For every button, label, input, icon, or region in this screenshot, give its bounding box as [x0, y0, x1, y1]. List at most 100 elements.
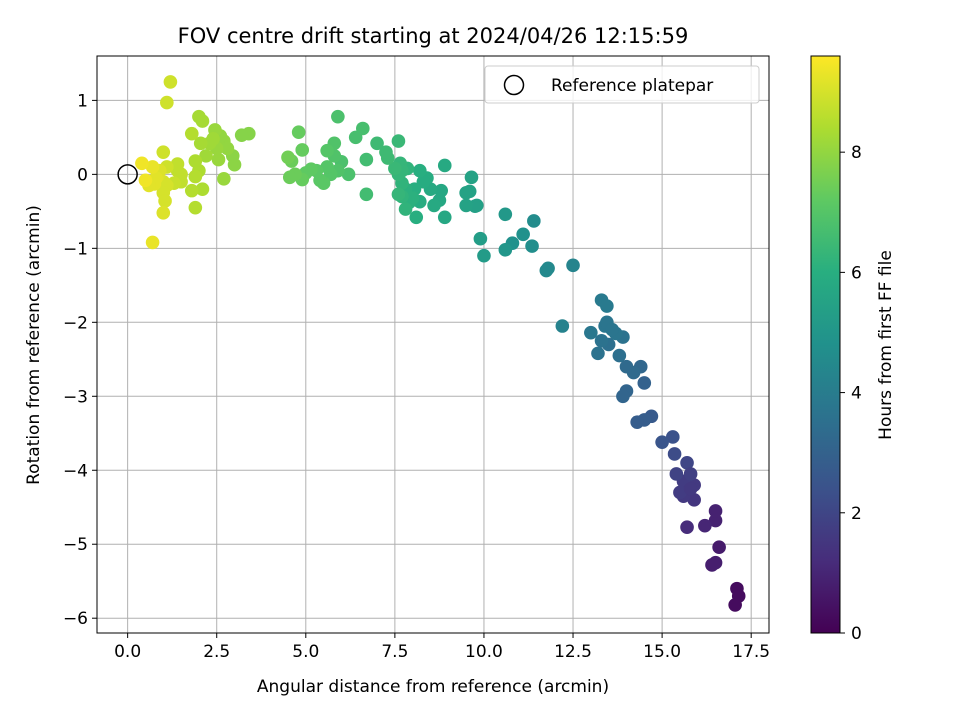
data-point [192, 109, 206, 124]
data-point [295, 143, 310, 157]
y-tick-label: −2 [63, 313, 88, 333]
data-point [619, 359, 634, 374]
reference-platepar-marker [117, 164, 138, 185]
data-point [708, 513, 723, 528]
legend-box [484, 65, 760, 104]
data-point [437, 158, 452, 173]
data-point [391, 187, 406, 202]
x-tick-label: 15.0 [643, 642, 681, 662]
legend-reference-marker [503, 74, 525, 96]
data-point [498, 243, 513, 257]
data-point [539, 263, 554, 278]
data-point [220, 141, 235, 156]
data-point [698, 518, 712, 533]
data-point [320, 143, 334, 158]
x-axis-ticks: 0.0 2.5 5.0 7.5 10.0 12.5 15.0 17.5 [114, 633, 770, 662]
data-point [708, 504, 723, 518]
data-point [683, 467, 698, 481]
data-point [370, 136, 384, 151]
y-axis-label: Rotation from reference (arcmin) [24, 205, 44, 485]
data-point [427, 198, 441, 213]
x-tick-label: 12.5 [554, 642, 592, 662]
y-tick-label: −1 [63, 239, 88, 259]
legend: Reference platepar [484, 65, 760, 104]
colorbar-gradient [810, 55, 841, 634]
data-point [193, 136, 208, 151]
data-point [477, 248, 491, 263]
data-point [163, 75, 178, 89]
data-point [188, 154, 203, 168]
data-point [359, 152, 374, 167]
data-point [630, 415, 644, 429]
data-point [184, 183, 199, 198]
x-axis-label: Angular distance from reference (arcmin) [257, 677, 609, 697]
colorbar-label: Hours from first FF file [876, 250, 896, 440]
data-point [464, 170, 479, 185]
data-point [379, 145, 393, 159]
data-point [188, 200, 203, 215]
data-point [281, 150, 295, 165]
x-tick-label: 7.5 [381, 642, 408, 662]
legend-reference-label: Reference platepar [551, 76, 713, 96]
y-tick-label: −6 [63, 609, 88, 629]
y-tick-label: −5 [63, 535, 88, 555]
data-point [525, 239, 539, 253]
data-point [600, 299, 614, 313]
data-point [398, 202, 413, 216]
data-point [566, 258, 580, 273]
data-point [291, 125, 306, 139]
data-point [160, 95, 174, 110]
y-tick-label: −4 [63, 461, 88, 481]
data-point [687, 493, 701, 507]
data-point [156, 145, 171, 159]
x-tick-label: 10.0 [465, 642, 503, 662]
data-point [516, 227, 530, 242]
data-point [199, 149, 213, 163]
data-point [413, 163, 427, 178]
data-point [217, 171, 231, 186]
data-point [605, 322, 620, 337]
data-point [655, 435, 669, 449]
y-axis-ticks: 1 0 −1 −2 −3 −4 −5 −6 [63, 91, 97, 629]
data-point [680, 456, 694, 470]
data-point [170, 157, 185, 171]
data-point [341, 167, 356, 182]
colorbar-tick-label: 4 [851, 384, 862, 404]
y-tick-label: 0 [77, 165, 88, 185]
data-point [145, 235, 160, 250]
x-tick-label: 17.5 [732, 642, 770, 662]
plot-frame [96, 55, 770, 634]
y-tick-label: 1 [77, 91, 88, 111]
data-point [348, 130, 363, 145]
data-point [473, 231, 488, 246]
y-tick-label: −3 [63, 387, 88, 407]
data-point [669, 467, 684, 481]
data-point [184, 126, 199, 141]
data-point [683, 481, 698, 496]
data-point [320, 160, 334, 174]
data-point [680, 520, 694, 535]
data-point [527, 214, 541, 228]
data-point [555, 319, 570, 333]
data-point [359, 187, 374, 202]
data-point [195, 182, 210, 196]
data-point [708, 555, 723, 570]
colorbar-tick-label: 8 [851, 143, 862, 163]
data-point [498, 207, 513, 222]
colorbar-tick-label: 0 [851, 624, 862, 644]
data-point [728, 598, 742, 612]
colorbar: 0 2 4 6 8 Hours from first FF file [810, 55, 896, 644]
chart-title: FOV centre drift starting at 2024/04/26 … [178, 24, 689, 48]
data-point [138, 173, 153, 188]
data-point [388, 161, 402, 176]
data-point [591, 346, 605, 361]
data-point [584, 325, 598, 340]
data-point [145, 160, 160, 174]
data-point [667, 447, 682, 461]
x-tick-label: 2.5 [203, 642, 230, 662]
x-tick-label: 0.0 [114, 642, 141, 662]
data-point [616, 389, 630, 404]
data-point [391, 134, 406, 148]
data-point [135, 156, 149, 171]
data-point [673, 485, 687, 500]
